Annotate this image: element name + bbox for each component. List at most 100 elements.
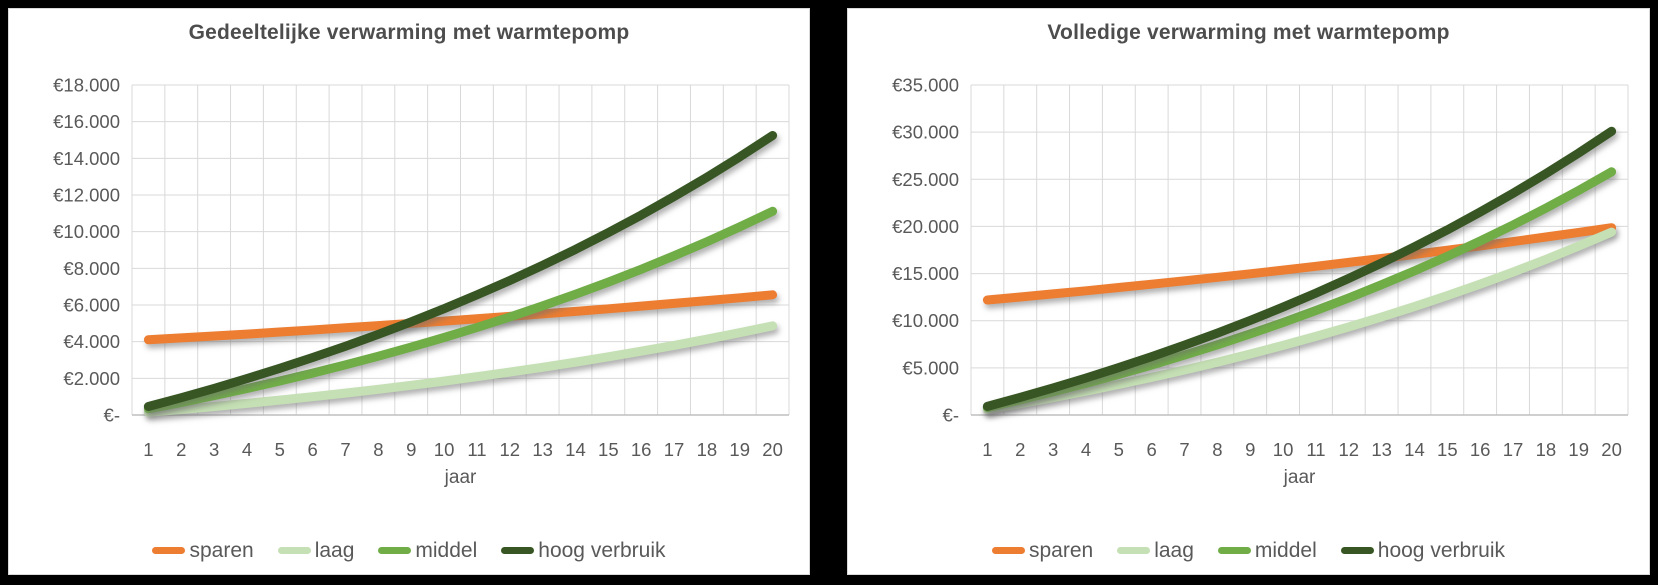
legend-item-hoog-verbruik: hoog verbruik: [1340, 539, 1506, 562]
x-tick-label: 3: [209, 439, 219, 460]
y-tick-label: €-: [943, 405, 959, 426]
x-axis-title: jaar: [444, 467, 477, 488]
series-line-laag: [982, 227, 1617, 414]
x-axis-title: jaar: [1283, 467, 1316, 488]
x-tick-label: 3: [1048, 439, 1058, 460]
x-tick-label: 6: [308, 439, 318, 460]
legend-swatch-hoog-verbruik: [1340, 547, 1374, 554]
y-tick-label: €25.000: [892, 169, 959, 190]
legend-item-middel: middel: [378, 540, 477, 561]
y-tick-label: €15.000: [892, 263, 959, 284]
legend-item-middel: middel: [1217, 539, 1317, 562]
legend-label: hoog verbruik: [538, 539, 666, 562]
plot-area: €- €2.000 €4.000 €6.000 €8.000 €10.000 €12.000…: [53, 75, 790, 460]
x-tick-label: 15: [1437, 439, 1458, 460]
series-line-middel: [982, 167, 1617, 413]
legend-label: sparen: [189, 539, 254, 562]
legend-label: laag: [314, 539, 355, 562]
series-line-hoog-verbruik: [143, 131, 778, 411]
x-tick-label: 10: [1273, 439, 1294, 460]
x-tick-label: 9: [406, 439, 416, 460]
legend-label: middel: [415, 539, 478, 562]
y-tick-label: €10.000: [892, 310, 959, 331]
legend-label: sparen: [1028, 539, 1094, 562]
x-tick-label: 10: [434, 439, 455, 460]
x-tick-label: 8: [1212, 439, 1222, 460]
x-tick-label: 8: [373, 439, 383, 460]
y-tick-label: €16.000: [53, 111, 120, 132]
x-tick-label: 7: [1179, 439, 1189, 460]
y-tick-label: €2.000: [63, 368, 120, 389]
x-tick-label: 12: [499, 439, 520, 460]
y-tick-label: €8.000: [63, 258, 120, 279]
legend-label: middel: [1254, 539, 1317, 562]
legend-item-laag: laag: [1117, 540, 1194, 561]
y-tick-label: €35.000: [892, 75, 959, 96]
x-tick-label: 18: [697, 439, 718, 460]
legend-item-laag: laag: [277, 539, 355, 562]
x-tick-label: 19: [1568, 439, 1589, 460]
y-tick-label: €30.000: [892, 122, 959, 143]
legend-item-sparen: sparen: [991, 539, 1094, 562]
y-tick-label: €6.000: [63, 295, 120, 316]
x-tick-label: 16: [1470, 439, 1491, 460]
x-tick-label: 5: [275, 439, 285, 460]
legend-swatch-sparen: [991, 547, 1025, 554]
legend-swatch-middel: [1217, 547, 1251, 554]
chart-panel-full-heating: Volledige verwarming met warmtepomp €- €5…: [847, 8, 1650, 575]
chart-title: Gedeeltelijke verwarming met warmtepomp: [188, 21, 630, 44]
y-tick-label: €10.000: [53, 221, 120, 242]
x-tick-label: 4: [1081, 439, 1091, 460]
x-tick-label: 13: [1371, 439, 1392, 460]
series-line-sparen: [982, 223, 1617, 305]
y-tick-label: €-: [104, 405, 120, 426]
x-tick-label: 19: [729, 439, 750, 460]
x-tick-label: 2: [176, 439, 186, 460]
legend-label: hoog verbruik: [1377, 539, 1506, 562]
x-tick-label: 9: [1245, 439, 1255, 460]
x-tick-label: 20: [1601, 439, 1622, 460]
plot-area: €- €5.000 €10.000 €15.000 €20.000 €25.000 €30.…: [892, 75, 1629, 460]
x-tick-label: 11: [1306, 439, 1325, 460]
x-tick-label: 1: [143, 439, 153, 460]
x-tick-label: 15: [598, 439, 619, 460]
x-tick-label: 5: [1114, 439, 1124, 460]
legend-item-hoog-verbruik: hoog verbruik: [501, 539, 666, 562]
x-tick-label: 12: [1338, 439, 1359, 460]
y-tick-label: €4.000: [63, 331, 120, 352]
x-tick-label: 2: [1015, 439, 1025, 460]
x-tick-label: 17: [1503, 439, 1524, 460]
series-line-laag: [143, 321, 778, 417]
legend-swatch-sparen: [152, 547, 186, 554]
legend-label: laag: [1154, 539, 1194, 562]
chart-panel-partial-heating: Gedeeltelijke verwarming met warmtepomp …: [8, 8, 810, 575]
legend-item-sparen: sparen: [152, 539, 254, 562]
legend-swatch-laag: [277, 547, 311, 554]
x-tick-label: 11: [467, 439, 486, 460]
x-tick-label: 14: [565, 439, 586, 460]
series-line-hoog-verbruik: [982, 126, 1617, 411]
x-tick-label: 4: [242, 439, 252, 460]
legend: sparen laag middel hoog verbruik: [9, 540, 809, 561]
series-line-middel: [143, 206, 778, 414]
y-tick-label: €12.000: [53, 185, 120, 206]
x-tick-label: 1: [982, 439, 992, 460]
chart-title: Volledige verwarming met warmtepomp: [1047, 21, 1450, 44]
x-tick-label: 17: [664, 439, 685, 460]
y-tick-label: €20.000: [892, 216, 959, 237]
series-line-sparen: [143, 290, 778, 345]
legend-swatch-hoog-verbruik: [501, 547, 535, 554]
x-tick-label: 20: [762, 439, 783, 460]
x-tick-label: 16: [631, 439, 652, 460]
x-tick-label: 14: [1404, 439, 1425, 460]
legend: sparen laag middel hoog verbruik: [848, 540, 1649, 561]
y-tick-label: €5.000: [902, 357, 959, 378]
x-tick-label: 13: [532, 439, 553, 460]
legend-swatch-middel: [378, 547, 412, 554]
y-tick-label: €14.000: [53, 148, 120, 169]
x-tick-label: 18: [1536, 439, 1557, 460]
x-tick-label: 7: [340, 439, 350, 460]
legend-swatch-laag: [1117, 547, 1151, 554]
y-tick-label: €18.000: [53, 75, 120, 96]
